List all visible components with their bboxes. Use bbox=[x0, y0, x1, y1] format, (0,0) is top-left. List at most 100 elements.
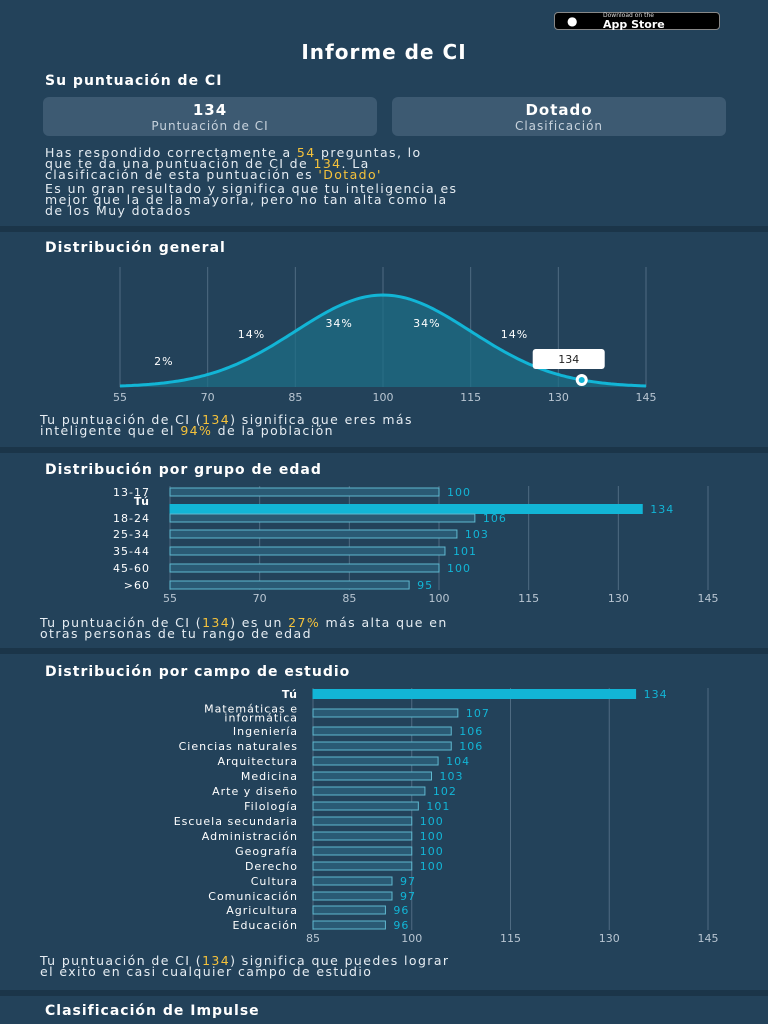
correct-count: 54 bbox=[296, 145, 316, 160]
bar bbox=[312, 816, 413, 826]
category-label: Educación bbox=[233, 919, 299, 932]
category-label: Administración bbox=[202, 830, 298, 843]
band-percent-label: 14% bbox=[501, 328, 528, 341]
score-inline: 134 bbox=[313, 156, 342, 171]
x-tick-label: 85 bbox=[306, 932, 320, 945]
age-distribution-chart: 55 70 85 100 115 130 145 100 13-17 134 Tú 106 18-24 1… bbox=[113, 486, 719, 605]
band-percent-label: 34% bbox=[413, 317, 440, 330]
category-label: Medicina bbox=[241, 770, 298, 783]
x-tick-label: 115 bbox=[460, 391, 481, 404]
bar bbox=[312, 920, 386, 930]
category-label: >60 bbox=[124, 579, 150, 592]
divider bbox=[0, 447, 768, 453]
x-tick-label: 70 bbox=[253, 592, 267, 605]
bar bbox=[312, 846, 413, 856]
general-distribution-chart: 55 70 85 100 115 130 145 2% 14% 34% 34% 14% 134 bbox=[113, 267, 657, 404]
general-explanation: Tu puntuación de CI (134) significa que … bbox=[40, 412, 413, 438]
score-comment: Es un gran resultado y significa que tu … bbox=[45, 181, 458, 218]
bar-value-label: 104 bbox=[446, 755, 470, 768]
category-label: Ciencias naturales bbox=[179, 740, 298, 753]
bar bbox=[312, 876, 393, 886]
bar bbox=[312, 891, 393, 901]
category-label: Tú bbox=[282, 688, 298, 701]
category-label: Filología bbox=[244, 800, 298, 813]
bar bbox=[312, 861, 413, 871]
bar-value-label: 100 bbox=[447, 562, 471, 575]
x-tick-label: 145 bbox=[636, 391, 657, 404]
divider bbox=[0, 226, 768, 232]
category-label: Escuela secundaria bbox=[174, 815, 298, 828]
bar-value-label: 102 bbox=[433, 785, 457, 798]
bar bbox=[169, 529, 458, 539]
category-label: Arte y diseño bbox=[212, 785, 298, 798]
bar-value-label: 106 bbox=[483, 512, 507, 525]
marker-tooltip bbox=[532, 348, 605, 369]
bar-value-label: 103 bbox=[465, 528, 489, 541]
bar bbox=[169, 563, 440, 573]
x-tick-label: 130 bbox=[599, 932, 620, 945]
bar-value-label: 134 bbox=[644, 688, 668, 701]
x-tick-label: 85 bbox=[342, 592, 356, 605]
x-tick-label: 145 bbox=[698, 592, 719, 605]
app-store-big-text: App Store bbox=[603, 17, 665, 31]
bar-value-label: 107 bbox=[466, 707, 490, 720]
app-store-badge[interactable]: ● Download on the App Store bbox=[554, 12, 720, 30]
bar bbox=[312, 801, 419, 811]
category-label: Ingeniería bbox=[233, 725, 298, 738]
bar-highlight bbox=[312, 689, 637, 699]
category-label: 18-24 bbox=[113, 512, 150, 525]
x-tick-label: 55 bbox=[163, 592, 177, 605]
bar bbox=[312, 786, 426, 796]
general-heading: Distribución general bbox=[45, 240, 226, 256]
category-label: 35-44 bbox=[113, 545, 150, 558]
category-label: Agricultura bbox=[226, 904, 298, 917]
field-explanation: Tu puntuación de CI (134) significa que … bbox=[40, 953, 450, 979]
x-tick-label: 130 bbox=[548, 391, 569, 404]
score-label: Puntuación de CI bbox=[151, 119, 269, 133]
bar bbox=[312, 756, 439, 766]
marker-label: 134 bbox=[558, 353, 579, 366]
bar bbox=[312, 831, 413, 841]
curve-line bbox=[119, 293, 647, 388]
category-label: 25-34 bbox=[113, 528, 150, 541]
bar-value-label: 96 bbox=[393, 904, 409, 917]
score-card: 134 Puntuación de CI bbox=[43, 97, 377, 136]
field-distribution-chart: 85 100 115 130 145 134 Tú 107 Matemáticas einfor… bbox=[174, 688, 719, 945]
x-tick-label: 115 bbox=[500, 932, 521, 945]
bar bbox=[169, 546, 446, 556]
bar-value-label: 100 bbox=[420, 815, 444, 828]
apple-logo-icon: ● bbox=[567, 14, 578, 28]
bar-value-label: 95 bbox=[417, 579, 433, 592]
bar bbox=[312, 708, 459, 718]
score-explanation: Has respondido correctamente a 54 pregun… bbox=[45, 145, 422, 182]
bar-value-label: 106 bbox=[459, 740, 483, 753]
class-inline: 'Dotado' bbox=[318, 167, 382, 182]
bar-value-label: 100 bbox=[447, 486, 471, 499]
bar-highlight bbox=[169, 504, 643, 514]
bar-value-label: 100 bbox=[420, 860, 444, 873]
category-label: informática bbox=[224, 712, 298, 725]
x-tick-label: 115 bbox=[518, 592, 539, 605]
impulse-heading: Clasificación de Impulse bbox=[45, 1003, 260, 1019]
bar-value-label: 103 bbox=[440, 770, 464, 783]
bar bbox=[312, 726, 452, 736]
x-tick-label: 85 bbox=[288, 391, 302, 404]
bar-value-label: 100 bbox=[420, 830, 444, 843]
x-tick-label: 55 bbox=[113, 391, 127, 404]
x-tick-label: 100 bbox=[401, 932, 422, 945]
field-heading: Distribución por campo de estudio bbox=[45, 664, 351, 680]
category-label: 13-17 bbox=[113, 486, 150, 499]
band-percent-label: 14% bbox=[238, 328, 265, 341]
curve-area bbox=[120, 295, 646, 387]
classification-value: Dotado bbox=[525, 101, 593, 119]
classification-card: Dotado Clasificación bbox=[392, 97, 726, 136]
bar-value-label: 106 bbox=[459, 725, 483, 738]
bar-value-label: 134 bbox=[650, 503, 674, 516]
age-heading: Distribución por grupo de edad bbox=[45, 462, 322, 478]
app-store-small-text: Download on the bbox=[603, 11, 654, 19]
bar bbox=[169, 487, 440, 497]
divider bbox=[0, 990, 768, 996]
classification-label: Clasificación bbox=[514, 119, 604, 133]
x-tick-label: 100 bbox=[373, 391, 394, 404]
category-label: Tú bbox=[134, 495, 150, 508]
